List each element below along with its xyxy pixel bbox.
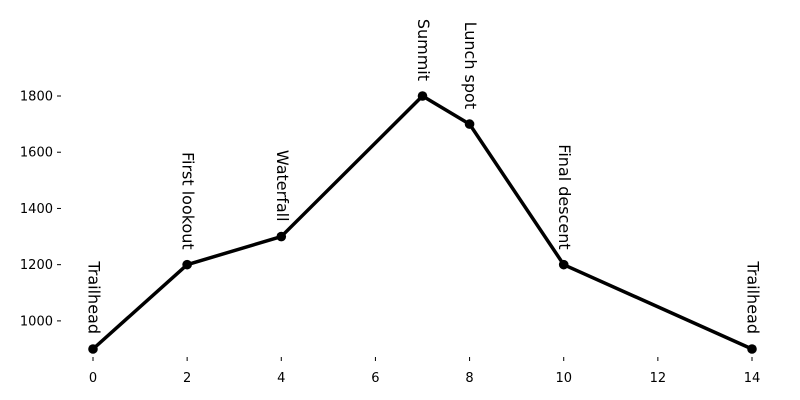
data-point-marker [558, 259, 569, 270]
x-axis-ticks: 0 2 4 6 8 10 12 14 [89, 357, 760, 386]
x-tick-label: 4 [277, 371, 285, 386]
point-label: Trailhead [85, 260, 104, 334]
data-point-marker [182, 259, 192, 270]
x-tick-label: 2 [183, 371, 191, 386]
y-tick-label: 1400 [20, 202, 53, 217]
data-point-markers [88, 91, 757, 354]
x-tick-label: 10 [555, 371, 572, 386]
data-point-labels: Trailhead First lookout Waterfall Summit Lun… [85, 19, 763, 334]
y-tick-label: 1000 [20, 314, 53, 329]
data-point-marker [88, 344, 98, 354]
data-point-marker [747, 344, 757, 354]
y-tick-label: 1800 [20, 90, 53, 105]
point-label: Final descent [555, 144, 574, 249]
x-tick-label: 6 [371, 371, 379, 386]
y-axis-ticks: 1000 1200 1400 1600 1800 [20, 90, 61, 329]
point-label: Trailhead [744, 260, 763, 334]
point-label: Waterfall [273, 150, 292, 222]
x-tick-label: 14 [744, 371, 761, 386]
x-tick-label: 12 [650, 371, 667, 386]
x-tick-label: 8 [465, 371, 473, 386]
point-label: Summit [414, 19, 433, 81]
data-point-marker [464, 119, 475, 129]
data-point-marker [417, 91, 428, 101]
y-tick-label: 1200 [20, 258, 53, 273]
data-point-marker [276, 231, 287, 242]
point-label: Lunch spot [461, 22, 480, 110]
y-tick-label: 1600 [20, 146, 53, 161]
x-tick-label: 0 [89, 371, 97, 386]
point-label: First lookout [179, 152, 198, 250]
